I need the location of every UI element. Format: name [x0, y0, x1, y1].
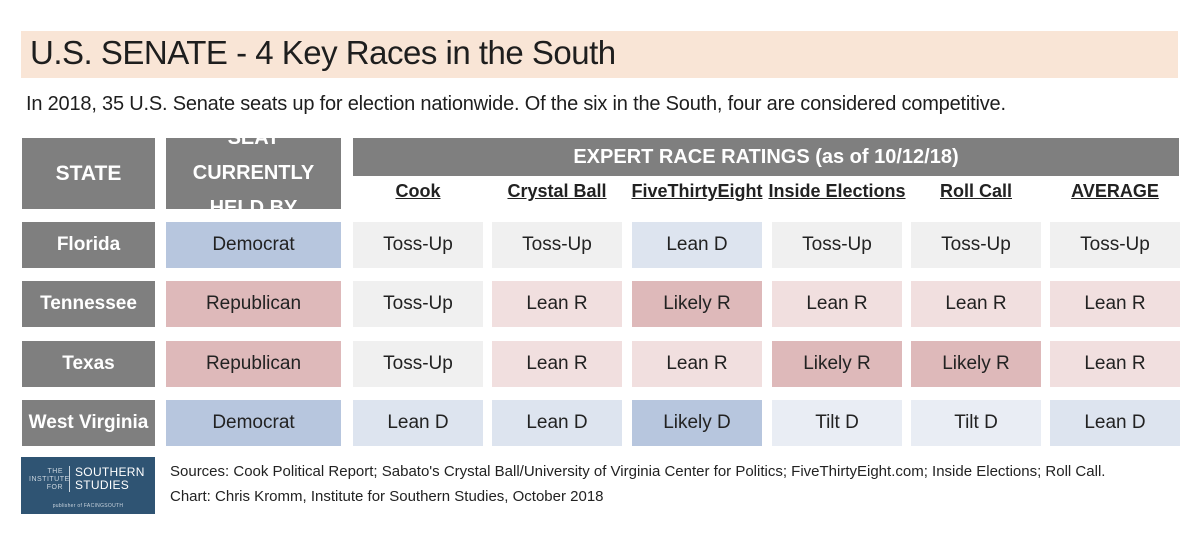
sources-note: Sources: Cook Political Report; Sabato's… — [170, 463, 1106, 480]
seat-held-cell: Republican — [166, 281, 341, 327]
source-header: AVERAGE — [1071, 181, 1159, 201]
rating-cell: Likely R — [911, 341, 1041, 387]
chart-credit: Chart: Chris Kromm, Institute for Southe… — [170, 488, 604, 505]
rating-cell: Toss-Up — [1050, 222, 1180, 268]
rating-cell: Toss-Up — [353, 341, 483, 387]
seat-header-line1: SEAT CURRENTLY — [192, 127, 315, 184]
state-cell: Tennessee — [22, 281, 155, 327]
state-header-label: STATE — [55, 161, 122, 185]
rating-cell: Likely R — [772, 341, 902, 387]
logo-left-line: THE — [47, 468, 63, 475]
logo-right-line: SOUTHERN — [75, 465, 145, 479]
ratings-header-label: EXPERT RACE RATINGS (as of 10/12/18) — [573, 145, 959, 168]
rating-cell: Toss-Up — [353, 222, 483, 268]
state-cell: Texas — [22, 341, 155, 387]
rating-cell: Lean R — [772, 281, 902, 327]
rating-cell: Lean D — [1050, 400, 1180, 446]
rating-cell: Lean R — [1050, 281, 1180, 327]
source-header: Inside Elections — [768, 181, 906, 201]
seat-header: SEAT CURRENTLY HELD BY — [166, 127, 341, 219]
logo-right-text: SOUTHERN STUDIES — [69, 466, 145, 492]
seat-held-cell: Democrat — [166, 222, 341, 268]
rating-cell: Lean D — [492, 400, 622, 446]
rating-cell: Lean R — [1050, 341, 1180, 387]
rating-cell: Lean D — [632, 222, 762, 268]
state-header: STATE — [22, 138, 155, 209]
rating-cell: Tilt D — [911, 400, 1041, 446]
rating-cell: Toss-Up — [492, 222, 622, 268]
logo-left-text: THE INSTITUTE FOR — [29, 468, 70, 492]
rating-cell: Lean R — [911, 281, 1041, 327]
rating-cell: Toss-Up — [353, 281, 483, 327]
seat-held-cell: Republican — [166, 341, 341, 387]
rating-cell: Lean R — [492, 341, 622, 387]
rating-cell: Tilt D — [772, 400, 902, 446]
seat-held-cell: Democrat — [166, 400, 341, 446]
logo-left-line: FOR — [46, 484, 63, 491]
ratings-header: EXPERT RACE RATINGS (as of 10/12/18) — [353, 138, 1179, 176]
page-title: U.S. SENATE - 4 Key Races in the South — [30, 34, 616, 71]
rating-cell: Lean R — [492, 281, 622, 327]
logo-left-line: INSTITUTE — [29, 476, 70, 483]
state-cell: West Virginia — [22, 400, 155, 446]
state-cell: Florida — [22, 222, 155, 268]
rating-cell: Likely R — [632, 281, 762, 327]
source-header: FiveThirtyEight — [631, 181, 763, 201]
source-header: Crystal Ball — [507, 181, 607, 201]
rating-cell: Toss-Up — [772, 222, 902, 268]
page-subtitle: In 2018, 35 U.S. Senate seats up for ele… — [26, 93, 1006, 115]
logo-right-line: STUDIES — [75, 478, 130, 492]
source-header: Roll Call — [939, 181, 1013, 201]
institute-logo: THE INSTITUTE FOR SOUTHERN STUDIES publi… — [21, 457, 155, 514]
seat-header-line2: HELD BY — [209, 197, 298, 219]
title-banner — [21, 31, 1178, 78]
logo-foot-text: publisher of FACINGSOUTH — [52, 503, 124, 509]
rating-cell: Lean D — [353, 400, 483, 446]
rating-cell: Likely D — [632, 400, 762, 446]
rating-cell: Toss-Up — [911, 222, 1041, 268]
rating-cell: Lean R — [632, 341, 762, 387]
source-header: Cook — [395, 181, 441, 201]
